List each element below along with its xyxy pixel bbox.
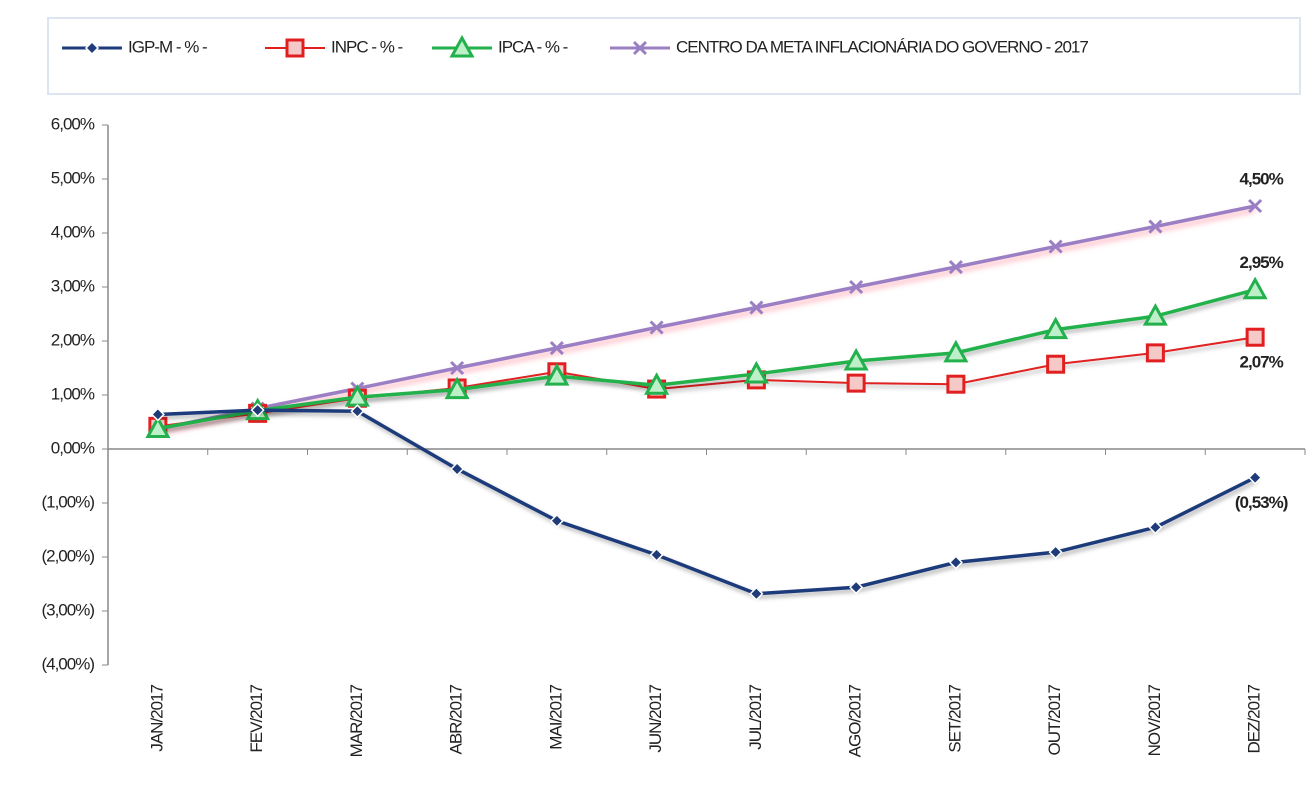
y-tick-label: 2,00% [51,330,95,349]
marker [843,347,869,371]
marker [1142,303,1168,326]
data-label: (0,53%) [1235,493,1288,512]
marker [849,279,864,295]
y-tick-label: (1,00%) [41,492,94,511]
x-tick-label: MAI/2017 [546,684,565,749]
marker [1046,354,1066,374]
x-tick-label: AGO/2017 [846,684,865,757]
y-tick-label: (4,00%) [41,654,94,673]
marker [1242,276,1268,300]
marker [145,415,171,438]
x-tick-label: JUL/2017 [746,684,765,749]
y-tick-label: 6,00% [51,114,95,133]
x-tick-label: JAN/2017 [147,684,166,751]
marker [749,586,764,601]
marker [250,403,265,418]
marker [846,373,866,393]
y-tick-label: 4,00% [51,222,95,241]
marker [632,40,648,56]
marker [350,404,365,419]
y-tick-label: 3,00% [51,276,95,295]
marker [84,40,100,56]
marker [444,376,470,400]
y-tick-label: (2,00%) [41,546,94,565]
legend-label: CENTRO DA META INFLACIONÁRIA DO GOVERNO … [676,37,1088,56]
x-tick-label: JUN/2017 [646,684,665,752]
series-line [157,204,1256,431]
marker [285,38,305,58]
marker [1043,316,1069,340]
marker [948,259,963,275]
y-tick-label: 5,00% [51,168,95,187]
marker [1248,198,1263,214]
legend-label: IPCA - % - [498,37,568,56]
data-label: 2,95% [1240,253,1284,272]
legend-box [47,17,1301,95]
data-label: 4,50% [1240,169,1284,188]
x-tick-label: DEZ/2017 [1245,684,1264,753]
marker [749,300,764,315]
marker [1248,470,1263,485]
x-tick-label: NOV/2017 [1145,684,1164,756]
marker [1048,545,1063,560]
marker [649,547,664,562]
marker [943,339,969,363]
x-tick-label: SET/2017 [945,684,964,752]
marker [150,407,165,422]
marker [450,461,465,477]
x-tick-label: ABR/2017 [447,684,466,754]
marker [649,320,664,335]
marker [644,372,670,395]
marker [849,580,864,595]
series-line [157,408,1256,596]
data-label: 2,07% [1240,353,1284,372]
x-tick-label: FEV/2017 [247,684,266,752]
x-tick-label: OUT/2017 [1045,684,1064,755]
y-tick-label: (3,00%) [41,600,94,619]
marker [450,360,465,376]
y-tick-label: 0,00% [51,438,95,457]
marker [1048,239,1063,254]
marker [1245,327,1265,347]
y-tick-label: 1,00% [51,384,95,403]
marker [948,555,963,570]
marker [549,513,564,528]
x-tick-label: MAR/2017 [347,684,366,757]
legend-label: IGP-M - % - [128,37,207,56]
legend-label: INPC - % - [331,37,403,56]
marker [449,34,475,58]
marker [743,360,769,384]
marker [946,374,966,394]
marker [549,340,564,356]
series-line [157,336,1256,428]
marker [1148,520,1163,535]
marker [544,363,570,386]
marker [1148,219,1163,234]
marker [1145,343,1165,363]
series-line [157,288,1256,431]
